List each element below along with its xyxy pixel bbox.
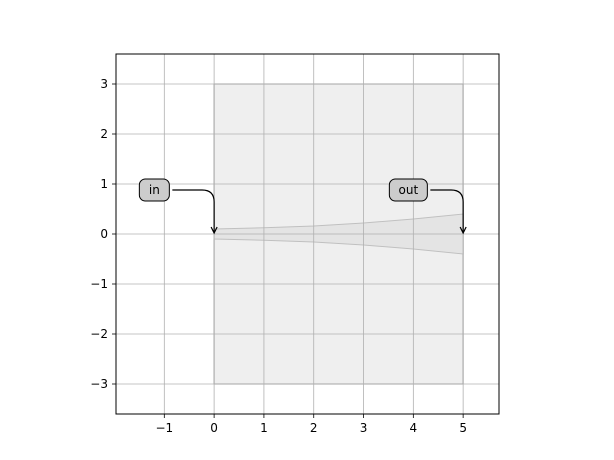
x-tick-label: 3: [360, 421, 368, 435]
port-label-box: [138, 178, 170, 202]
x-tick-label: 1: [260, 421, 268, 435]
axes-frame: [115, 53, 500, 415]
port-label-box: [388, 178, 428, 202]
x-tick-label: 0: [210, 421, 218, 435]
y-tick-label: 3: [100, 77, 108, 91]
port-label: in: [149, 183, 160, 197]
y-tick-label: −3: [90, 377, 108, 391]
port-arrow-in: [172, 189, 215, 232]
port-arrow-out: [430, 189, 464, 232]
port-label: out: [399, 183, 419, 197]
x-tick-label: 2: [310, 421, 318, 435]
y-tick-label: −1: [90, 277, 108, 291]
arrowhead-icon: [210, 226, 218, 235]
y-tick-label: 2: [100, 127, 108, 141]
x-tick-label: 4: [410, 421, 418, 435]
y-tick-label: −2: [90, 327, 108, 341]
y-tick-label: 0: [100, 227, 108, 241]
arrowhead-icon: [459, 226, 467, 235]
x-tick-label: −1: [155, 421, 173, 435]
x-tick-label: 5: [459, 421, 467, 435]
y-tick-label: 1: [100, 177, 108, 191]
